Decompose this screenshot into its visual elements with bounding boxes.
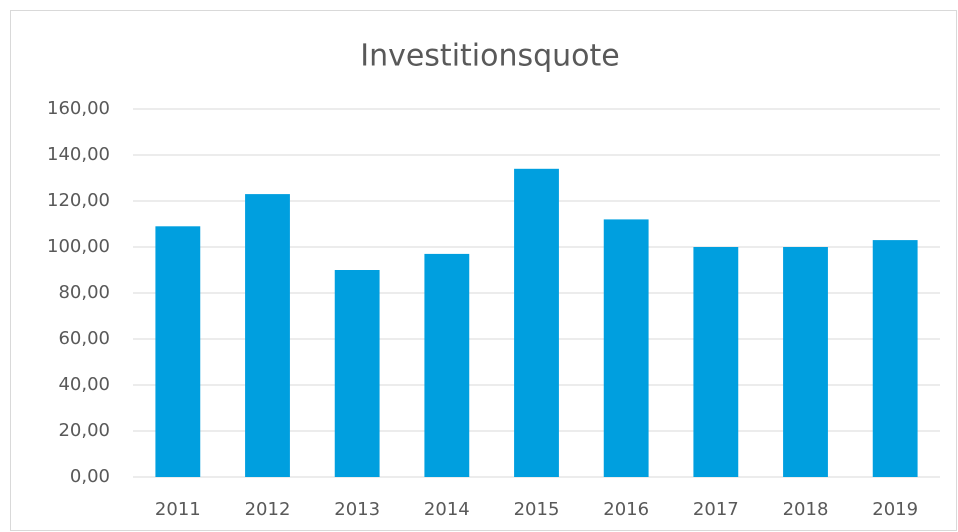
bar [334, 270, 380, 477]
y-tick-label: 120,00 [47, 190, 110, 211]
bar [245, 194, 290, 477]
x-tick-label: 2015 [514, 499, 560, 520]
bar [783, 247, 828, 477]
bar [424, 253, 470, 477]
x-tick-label: 2017 [693, 499, 739, 520]
y-tick-label: 20,00 [58, 420, 110, 441]
x-tick-label: 2018 [783, 499, 829, 520]
y-tick-label: 160,00 [47, 98, 110, 119]
y-tick-label: 40,00 [58, 374, 110, 395]
x-tick-label: 2013 [334, 499, 380, 520]
x-tick-label: 2019 [872, 499, 918, 520]
y-tick-label: 140,00 [47, 144, 110, 165]
bar [514, 168, 559, 478]
bar [872, 240, 918, 477]
chart-title: Investitionsquote [360, 39, 620, 74]
x-tick-label: 2011 [155, 499, 201, 520]
y-tick-label: 60,00 [58, 328, 110, 349]
bar [603, 219, 649, 477]
y-tick-label: 80,00 [58, 282, 110, 303]
x-tick-label: 2012 [245, 499, 291, 520]
bar [155, 226, 201, 477]
y-tick-label: 100,00 [47, 236, 110, 257]
bar [693, 247, 739, 477]
y-tick-label: 0,00 [70, 466, 110, 487]
x-tick-label: 2016 [603, 499, 649, 520]
x-tick-label: 2014 [424, 499, 470, 520]
